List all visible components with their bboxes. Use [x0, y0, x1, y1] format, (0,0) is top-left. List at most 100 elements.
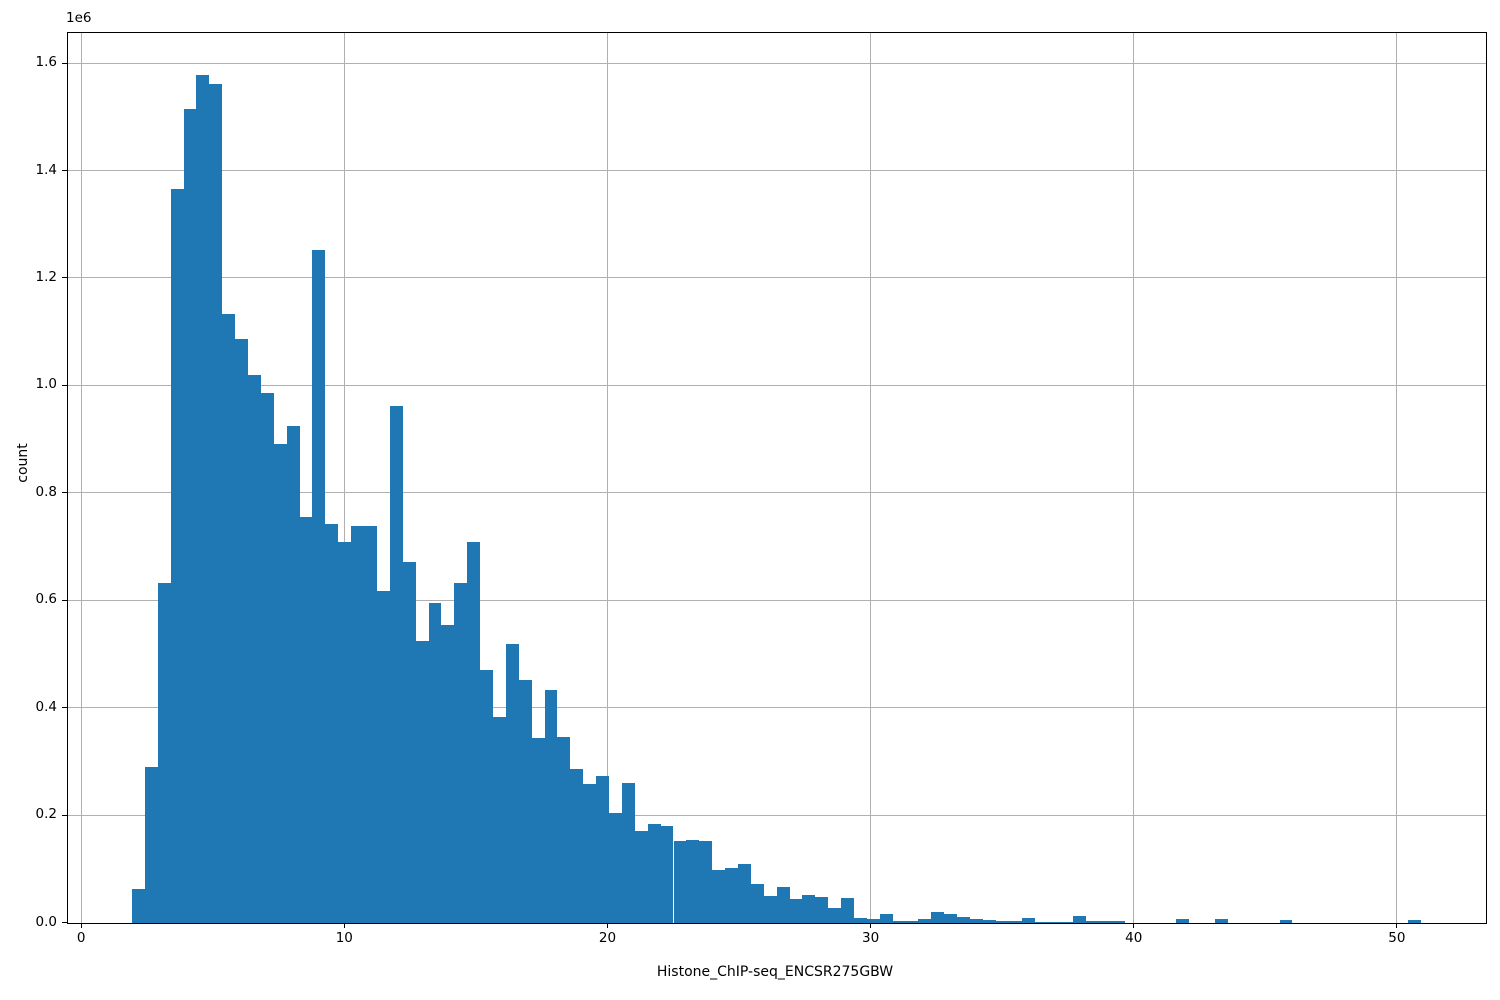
y-tick-label: 1.0 — [35, 376, 57, 393]
y-tick-label: 1.2 — [35, 268, 57, 285]
y-gridline — [67, 384, 1486, 386]
y-gridline — [67, 170, 1486, 172]
histogram-bar — [235, 338, 248, 923]
histogram-bar — [982, 920, 996, 923]
y-tick-label: 0.8 — [35, 483, 57, 500]
histogram-bar — [957, 917, 971, 923]
histogram-bar — [299, 516, 313, 923]
histogram-bar — [131, 889, 145, 923]
histogram-bar — [673, 840, 687, 923]
histogram-bar — [750, 884, 764, 923]
histogram-bar — [737, 863, 751, 923]
x-gridline — [870, 32, 872, 923]
y-tick — [62, 492, 67, 494]
histogram-bar — [428, 602, 442, 923]
y-gridline — [67, 814, 1486, 816]
x-tick — [1133, 923, 1135, 928]
x-tick-label: 0 — [76, 930, 86, 946]
histogram-bar — [892, 921, 906, 923]
y-tick-label: 0.4 — [35, 698, 57, 715]
x-gridline — [1396, 32, 1398, 923]
histogram-bar — [879, 914, 893, 923]
histogram-bar — [570, 769, 584, 923]
histogram-bar — [544, 689, 558, 923]
y-gridline — [67, 599, 1486, 601]
histogram-bar — [660, 825, 674, 923]
histogram-bar — [170, 188, 184, 923]
x-tick-label: 10 — [335, 930, 353, 946]
y-axis-label: count — [15, 443, 31, 483]
histogram-bar — [1047, 921, 1061, 923]
histogram-bar — [183, 108, 197, 923]
histogram-bar — [338, 542, 352, 923]
histogram-bar — [815, 896, 829, 923]
x-tick — [606, 923, 608, 928]
y-tick — [62, 170, 67, 172]
histogram-bar — [376, 590, 390, 923]
x-gridline — [343, 32, 345, 923]
y-tick-label: 0.0 — [35, 913, 57, 930]
histogram-bar — [854, 917, 867, 923]
histogram-bar — [286, 425, 300, 923]
histogram-bar — [441, 625, 455, 923]
histogram-bar — [273, 444, 287, 923]
y-tick — [62, 277, 67, 279]
histogram-bar — [1111, 921, 1125, 923]
histogram-bar — [970, 918, 983, 923]
histogram-bar — [725, 867, 738, 923]
y-gridline — [67, 492, 1486, 494]
histogram-bar — [1021, 918, 1035, 923]
y-tick-label: 0.2 — [35, 806, 57, 823]
x-tick-label: 50 — [1388, 930, 1406, 946]
y-tick — [62, 707, 67, 709]
histogram-bar — [389, 405, 403, 923]
histogram-bar — [364, 525, 377, 923]
histogram-bar — [480, 670, 493, 923]
y-tick — [62, 599, 67, 601]
histogram-bar — [505, 643, 519, 923]
histogram-bar — [789, 898, 803, 923]
histogram-bar — [828, 908, 842, 923]
x-tick-label: 30 — [861, 930, 880, 946]
histogram-bar — [776, 887, 790, 923]
histogram-bar — [866, 919, 880, 923]
histogram-bar — [918, 918, 932, 923]
histogram-bar — [531, 737, 545, 923]
histogram-bar — [1408, 920, 1422, 923]
y-tick — [62, 384, 67, 386]
histogram-bar — [144, 766, 158, 923]
histogram-bar — [1060, 921, 1074, 923]
x-gridline — [1133, 32, 1135, 923]
histogram-bar — [931, 911, 945, 923]
histogram-bar — [557, 736, 571, 923]
y-gridline — [67, 62, 1486, 64]
x-axis-label: Histone_ChIP-seq_ENCSR275GBW — [656, 964, 894, 980]
x-tick — [80, 923, 82, 928]
histogram-bar — [157, 583, 171, 923]
x-tick-label: 20 — [598, 930, 617, 946]
histogram-bar — [802, 894, 816, 923]
y-tick — [62, 814, 67, 816]
histogram-bar — [1034, 921, 1048, 923]
histogram-bar — [609, 812, 622, 923]
histogram-bar — [351, 525, 365, 923]
histogram-bar — [699, 840, 713, 923]
histogram-bar — [596, 776, 610, 923]
x-tick — [870, 923, 872, 928]
histogram-bar — [647, 824, 661, 923]
y-tick — [62, 922, 67, 923]
histogram-bar — [454, 583, 468, 923]
histogram-bar — [415, 640, 429, 923]
y-tick-label: 1.6 — [35, 54, 57, 71]
x-gridline — [80, 32, 82, 923]
histogram-bar — [583, 783, 597, 923]
histogram-bar — [995, 920, 1009, 923]
plot-area — [66, 31, 1487, 924]
y-axis-offset-text: 1e6 — [66, 10, 92, 26]
histogram-bar — [222, 313, 236, 923]
histogram-bar — [1073, 916, 1087, 923]
histogram-bar — [402, 562, 416, 923]
x-gridline — [606, 32, 608, 923]
histogram-bar — [905, 921, 919, 923]
